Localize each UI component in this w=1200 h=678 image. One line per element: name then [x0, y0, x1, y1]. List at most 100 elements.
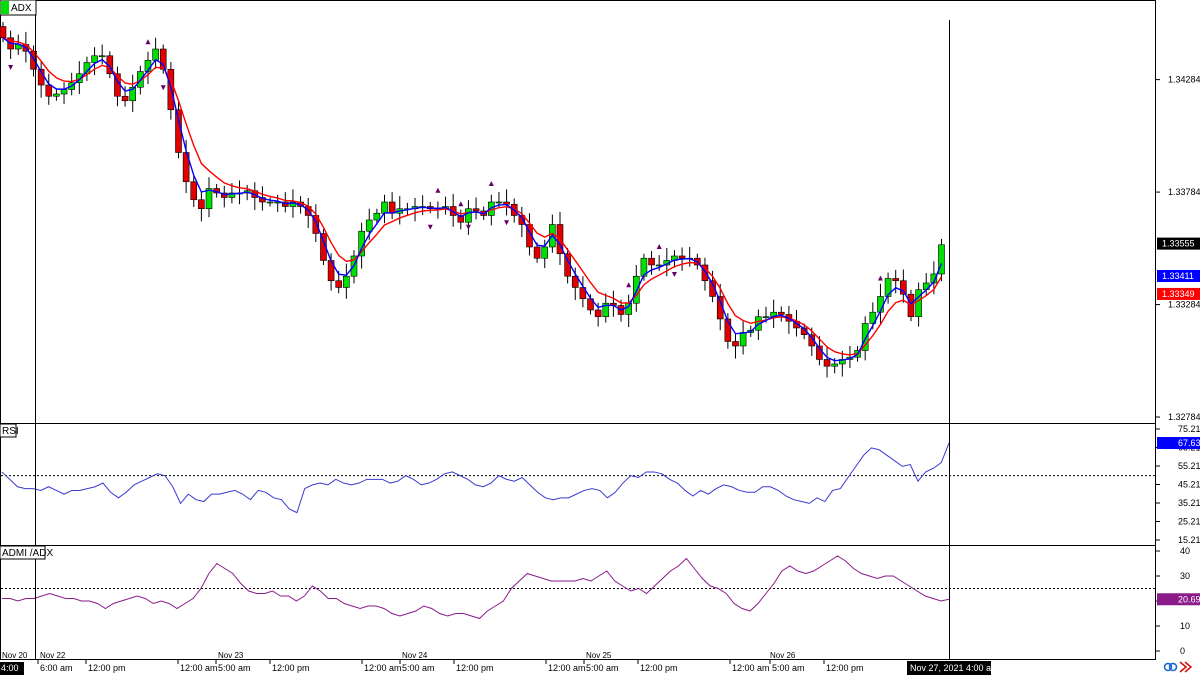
- candle-up: [343, 275, 350, 288]
- admi-current-label: 20.69: [1178, 594, 1200, 604]
- fractal-down-arrow: [160, 85, 166, 91]
- cursor-time-box: [907, 661, 991, 675]
- admi-label: ADMI /ADX: [2, 548, 53, 559]
- candle-up: [60, 89, 68, 95]
- admi-label-box: ADMI /ADX: [0, 545, 53, 560]
- candle-down: [571, 275, 579, 288]
- admi-tick-label: 40: [1180, 546, 1190, 556]
- rsi-current-label: 67.63: [1178, 438, 1200, 448]
- cursor-time-label: Nov 27, 2021 4:00 am: [910, 663, 999, 673]
- candle-up: [930, 273, 938, 284]
- rsi-label-box: RSI: [0, 423, 19, 438]
- candle-up: [602, 302, 610, 318]
- candle-down: [190, 181, 198, 201]
- admi-series: [1, 555, 1155, 620]
- rsi-current-tag: [1157, 437, 1200, 450]
- link-icon[interactable]: [1163, 662, 1178, 672]
- ema-fast-line: [2, 37, 943, 362]
- time-tick-label: 12:00 am: [180, 663, 218, 673]
- candle-up: [922, 282, 930, 291]
- candle-up: [266, 201, 274, 204]
- candle-down: [518, 215, 526, 225]
- admi-tick-label: 10: [1180, 621, 1190, 631]
- price-panel[interactable]: [0, 0, 1156, 424]
- time-tick-label: 5:00 am: [772, 663, 805, 673]
- day-label: Nov 23: [218, 651, 244, 660]
- candle-up: [831, 363, 838, 367]
- scroll-to-end-icon[interactable]: [1179, 661, 1193, 673]
- time-tick-label: 12:00 am: [732, 663, 770, 673]
- fractal-up-arrow: [145, 39, 151, 45]
- rsi-tick-label: 75.21: [1178, 424, 1200, 434]
- candle-down: [648, 257, 655, 266]
- admi-current-tag: [1157, 593, 1200, 606]
- candle-up: [381, 201, 388, 214]
- corner-time-label: 4:00: [1, 663, 19, 673]
- main-label: ADX: [11, 3, 32, 14]
- time-tick-label: 12:00 pm: [456, 663, 494, 673]
- candle-up: [152, 48, 159, 61]
- time-tick-label: 5:00 am: [218, 663, 251, 673]
- candle-up: [632, 275, 640, 304]
- fractal-up-arrow: [656, 243, 662, 249]
- candle-up: [365, 219, 373, 232]
- candle-down: [472, 208, 480, 212]
- fractal-up-arrow: [458, 201, 464, 207]
- candle-down: [457, 215, 465, 223]
- rsi-tick-label: 25.21: [1178, 517, 1200, 527]
- candle-down: [678, 255, 686, 259]
- main-label-box: ADX: [0, 0, 37, 16]
- rsi-line: [1, 442, 950, 514]
- candle-down: [808, 334, 816, 347]
- candle-up: [739, 332, 747, 347]
- admi-tick-label: 30: [1180, 571, 1190, 581]
- fractal-down-arrow: [465, 224, 471, 230]
- time-tick-label: 5:00 am: [586, 663, 619, 673]
- rsi-label: RSI: [2, 426, 19, 437]
- price-tick-label: 1.33284: [1168, 300, 1200, 310]
- corner-time-box: [0, 662, 24, 675]
- candle-up: [541, 246, 549, 259]
- candle-down: [594, 309, 602, 318]
- time-tick-label: 12:00 am: [548, 663, 586, 673]
- candle-up: [53, 93, 60, 97]
- fractal-down-arrow: [427, 224, 433, 230]
- time-tick-label: 12:00 pm: [272, 663, 310, 673]
- ema-slow-tag: [1157, 287, 1200, 300]
- admi-panel[interactable]: [0, 545, 1156, 660]
- price-tick-label: 1.32784: [1168, 412, 1200, 422]
- candle-up: [861, 323, 869, 351]
- time-tick-label: 12:00 pm: [640, 663, 678, 673]
- last-price-tag: [1157, 237, 1200, 250]
- candle-down: [159, 48, 167, 70]
- candle-down: [388, 201, 396, 214]
- price-tick-label: 1.34284: [1168, 75, 1200, 85]
- candle-up: [465, 208, 472, 223]
- candle-down: [312, 215, 320, 234]
- axes: 1.34284 1.33784 1.33284 1.32784 1.33555 1.334…: [0, 75, 1200, 675]
- rsi-tick-label: 55.21: [1178, 461, 1200, 471]
- candle-up: [625, 302, 632, 315]
- candle-down: [335, 280, 343, 288]
- candle-down: [724, 318, 732, 342]
- day-label: Nov 26: [770, 651, 796, 660]
- fractal-down-arrow: [8, 65, 14, 71]
- candle-up: [98, 55, 106, 58]
- ema-slow-tag-label: 1.33349: [1162, 289, 1195, 299]
- rsi-tick-label: 35.21: [1178, 498, 1200, 508]
- time-tick-label: 6:00 am: [40, 663, 73, 673]
- ema-fast-tag-label: 1.33411: [1162, 271, 1194, 281]
- candle-down: [533, 246, 541, 259]
- candle-up: [228, 192, 236, 198]
- candle-up: [91, 55, 98, 63]
- candle-up: [938, 244, 945, 275]
- admi-line: [2, 555, 950, 620]
- fractal-down-arrow: [504, 220, 510, 226]
- rsi-panel[interactable]: [0, 423, 1156, 546]
- time-tick-label: 12:00 pm: [826, 663, 864, 673]
- candle-down: [732, 341, 739, 347]
- candle-down: [121, 95, 129, 102]
- candle-down: [709, 280, 716, 297]
- ema-fast-tag: [1157, 270, 1200, 283]
